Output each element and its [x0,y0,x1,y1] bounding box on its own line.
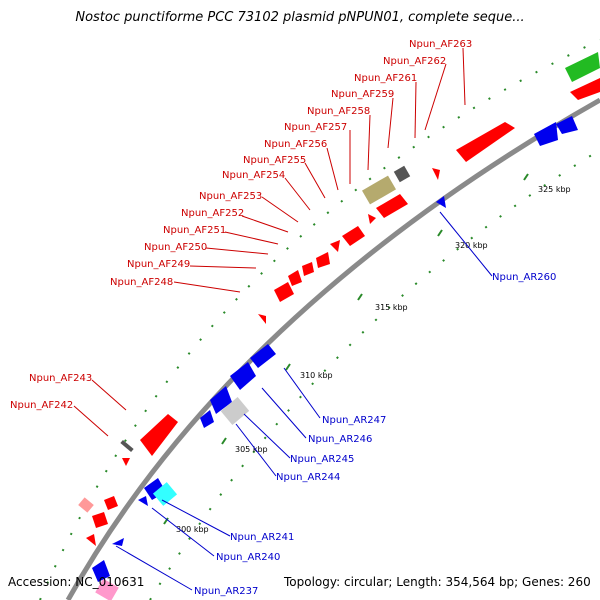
forward-genes [78,52,600,600]
gene-label-forward[interactable]: Npun_AF248 [110,277,173,288]
gene-forward[interactable] [330,240,340,252]
gene-forward[interactable] [432,168,440,180]
map-title: Nostoc punctiforme PCC 73102 plasmid pNP… [75,10,525,25]
gene-label-forward[interactable]: Npun_AF256 [264,139,327,150]
gene-label-reverse[interactable]: Npun_AR245 [290,454,354,465]
gene-forward-gray[interactable] [393,165,411,183]
inner-guide-arc [149,149,600,600]
gene-forward-pink[interactable] [95,578,119,600]
gene-reverse[interactable] [436,196,446,208]
gene-forward-olive[interactable] [362,175,396,205]
tick-label: 300 kbp [176,525,209,534]
gene-label-reverse[interactable]: Npun_AR244 [276,472,340,483]
gene-label-reverse[interactable]: Npun_AR241 [230,532,294,543]
gene-forward[interactable] [376,194,408,218]
topology-summary: Topology: circular; Length: 354,564 bp; … [284,575,591,589]
tick-marks [163,173,529,525]
gene-label-forward[interactable]: Npun_AF262 [383,56,446,67]
gene-label-forward[interactable]: Npun_AF253 [199,191,262,202]
gene-label-forward[interactable]: Npun_AF263 [409,39,472,50]
tick-label: 315 kbp [375,303,408,312]
backbone-arc [65,97,600,600]
gene-reverse[interactable] [138,496,148,506]
gene-forward[interactable] [92,512,108,528]
gene-label-reverse[interactable]: Npun_AR247 [322,415,386,426]
gene-label-reverse[interactable]: Npun_AR240 [216,552,280,563]
gene-forward[interactable] [104,496,118,510]
gene-forward[interactable] [342,226,365,246]
gene-label-forward[interactable]: Npun_AF242 [10,400,73,411]
tick-label: 325 kbp [538,185,571,194]
gene-label-forward[interactable]: Npun_AF250 [144,242,207,253]
gene-label-forward[interactable]: Npun_AF257 [284,122,347,133]
tick-label: 310 kbp [300,371,333,380]
gene-reverse[interactable] [210,386,232,414]
gene-forward[interactable] [368,214,376,224]
gene-reverse-cyan[interactable] [152,482,178,506]
gene-forward[interactable] [565,52,600,82]
gene-label-forward[interactable]: Npun_AF249 [127,259,190,270]
gene-forward[interactable] [456,122,515,162]
gene-forward[interactable] [258,314,266,324]
gene-forward-pink[interactable] [78,497,94,513]
forward-leaders [73,47,466,437]
reverse-leaders [115,211,493,591]
gene-label-forward[interactable]: Npun_AF243 [29,373,92,384]
outer-guide-arc [39,39,600,600]
gene-forward[interactable] [302,262,314,276]
gene-label-reverse[interactable]: Npun_AR246 [308,434,372,445]
gene-reverse[interactable] [534,122,558,146]
gene-forward[interactable] [570,78,600,100]
tick-label: 320 kbp [455,241,488,250]
gene-forward-gray[interactable] [120,439,134,453]
gene-label-forward[interactable]: Npun_AF261 [354,73,417,84]
gene-label-reverse[interactable]: Npun_AR260 [492,272,556,283]
accession-text: Accession: NC_010631 [8,575,145,589]
gene-reverse[interactable] [92,560,110,582]
tick-label: 305 kbp [235,445,268,454]
gene-label-forward[interactable]: Npun_AF255 [243,155,306,166]
gene-forward[interactable] [274,282,294,302]
reverse-genes [92,116,578,582]
gene-reverse[interactable] [200,410,214,428]
gene-label-forward[interactable]: Npun_AF252 [181,208,244,219]
gene-reverse[interactable] [112,538,124,546]
gene-forward[interactable] [140,414,178,456]
gene-forward[interactable] [316,252,330,268]
gene-label-forward[interactable]: Npun_AF251 [163,225,226,236]
gene-label-reverse[interactable]: Npun_AR237 [194,586,258,597]
gene-reverse[interactable] [230,362,256,390]
gene-reverse[interactable] [556,116,578,134]
gene-reverse-gray[interactable] [220,397,250,425]
gene-reverse[interactable] [250,344,276,368]
gene-label-forward[interactable]: Npun_AF258 [307,106,370,117]
gene-forward[interactable] [122,458,130,466]
gene-label-forward[interactable]: Npun_AF254 [222,170,285,181]
gene-label-forward[interactable]: Npun_AF259 [331,89,394,100]
gene-forward[interactable] [86,534,96,546]
gene-forward[interactable] [288,270,302,286]
